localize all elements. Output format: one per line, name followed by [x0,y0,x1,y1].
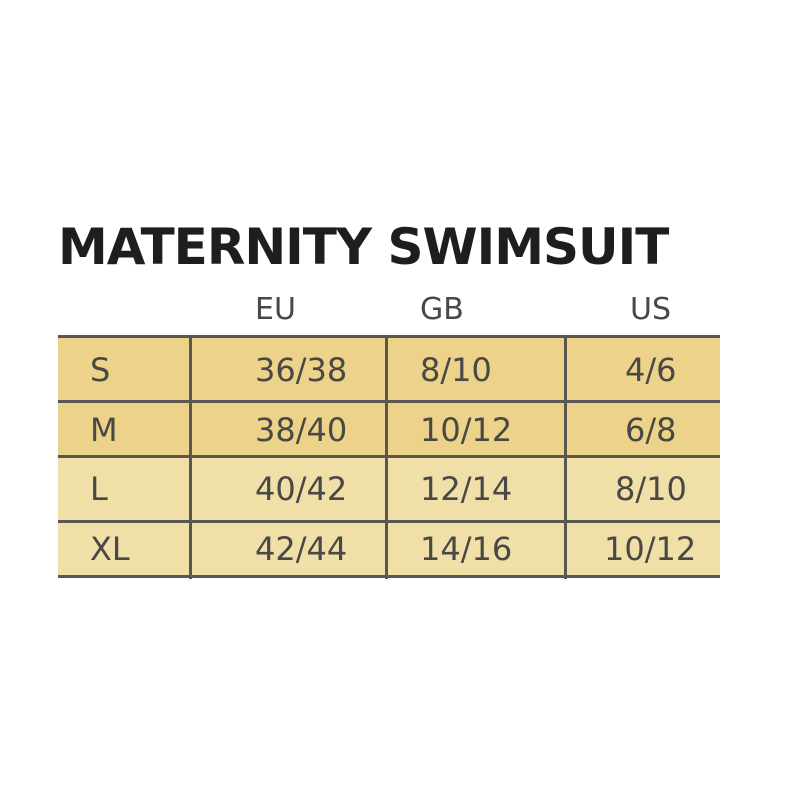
eu-cell: 38/40 [255,410,348,449]
header-gb: GB [420,292,464,327]
size-cell: L [90,470,108,508]
size-cell: XL [90,530,130,568]
table-divider [58,335,720,338]
column-divider [385,336,388,579]
page-title: MATERNITY SWIMSUIT [58,218,669,276]
table-divider [58,455,720,458]
us-cell: 6/8 [625,410,677,449]
gb-cell: 10/12 [420,410,513,449]
gb-cell: 14/16 [420,530,513,568]
table-row: M 38/40 10/12 6/8 [58,402,720,457]
table-divider [58,400,720,403]
table-divider [58,520,720,523]
eu-cell: 36/38 [255,350,348,389]
header-us: US [630,292,672,327]
us-cell: 10/12 [604,530,697,568]
table-divider [58,575,720,578]
gb-cell: 12/14 [420,470,513,508]
table-row: L 40/42 12/14 8/10 [58,457,720,521]
size-cell: S [90,350,111,389]
table-row: XL 42/44 14/16 10/12 [58,521,720,577]
gb-cell: 8/10 [420,350,492,389]
header-eu: EU [255,292,296,327]
column-divider [189,336,192,579]
eu-cell: 40/42 [255,470,348,508]
table-row: S 36/38 8/10 4/6 [58,338,720,401]
eu-cell: 42/44 [255,530,348,568]
size-cell: M [90,410,118,449]
us-cell: 4/6 [625,350,677,389]
column-divider [564,336,567,579]
us-cell: 8/10 [615,470,687,508]
